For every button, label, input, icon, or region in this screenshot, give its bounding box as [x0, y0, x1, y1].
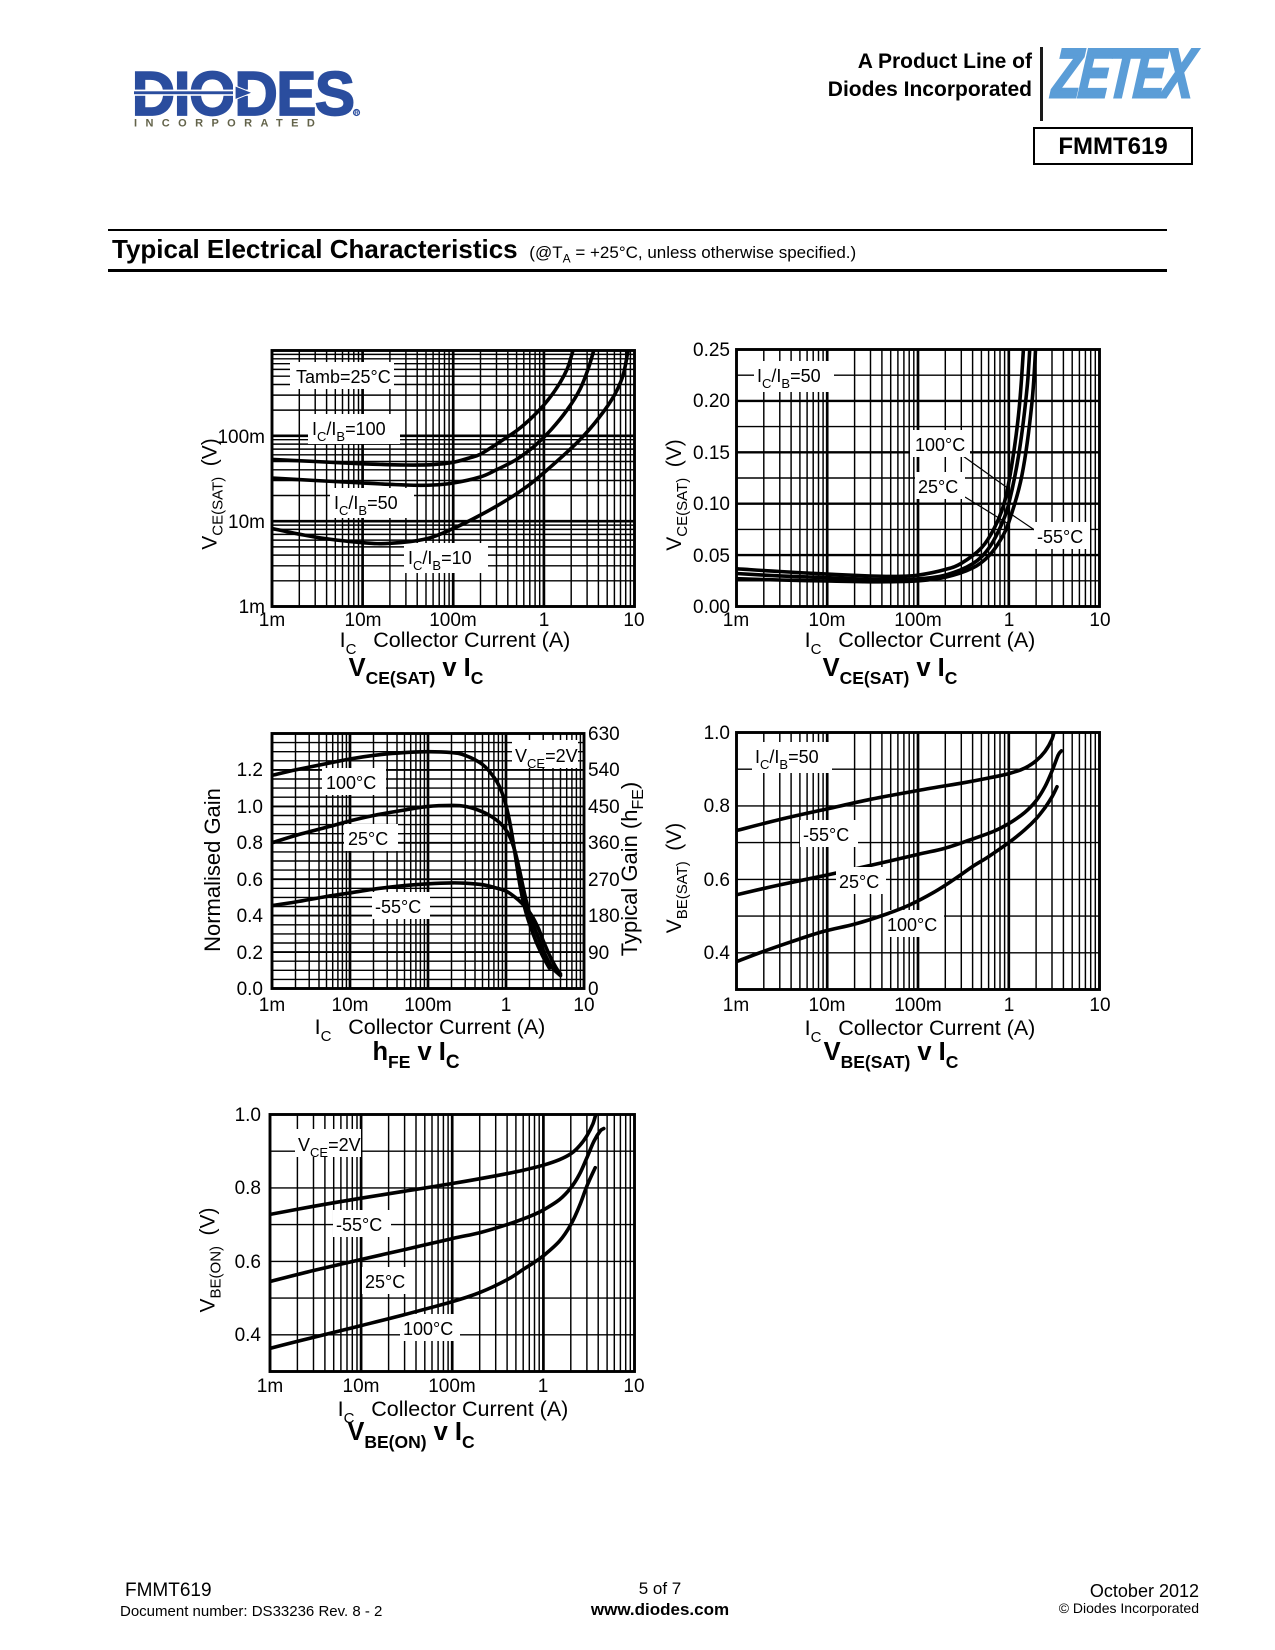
svg-text:VBE(ON) (V): VBE(ON) (V): [197, 1207, 225, 1312]
svg-text:0.00: 0.00: [693, 597, 730, 618]
svg-text:1: 1: [539, 610, 550, 631]
svg-text:0.6: 0.6: [704, 870, 730, 891]
svg-text:25°C: 25°C: [365, 1272, 405, 1292]
svg-text:10m: 10m: [332, 995, 369, 1016]
svg-text:1.0: 1.0: [235, 1105, 261, 1126]
svg-text:VCE(SAT) v IC: VCE(SAT) v IC: [349, 654, 484, 688]
svg-text:1m: 1m: [239, 597, 265, 618]
svg-text:10: 10: [623, 1376, 644, 1397]
svg-text:0.6: 0.6: [235, 1252, 261, 1273]
svg-text:0.20: 0.20: [693, 391, 730, 412]
svg-text:100°C: 100°C: [887, 915, 937, 935]
svg-text:90: 90: [588, 943, 609, 964]
svg-text:-55°C: -55°C: [1037, 527, 1083, 547]
svg-text:-55°C: -55°C: [803, 825, 849, 845]
svg-text:Typical Gain (hFE): Typical Gain (hFE): [617, 782, 647, 957]
svg-text:10: 10: [1089, 610, 1110, 631]
svg-text:0.0: 0.0: [237, 979, 263, 1000]
svg-text:25°C: 25°C: [918, 477, 958, 497]
svg-text:10m: 10m: [345, 610, 382, 631]
svg-text:1.0: 1.0: [237, 797, 263, 818]
svg-text:VBE(SAT) (V): VBE(SAT) (V): [663, 823, 691, 934]
svg-text:100m: 100m: [404, 995, 452, 1016]
svg-text:1: 1: [538, 1376, 549, 1397]
svg-text:-55°C: -55°C: [336, 1215, 382, 1235]
svg-text:25°C: 25°C: [839, 872, 879, 892]
svg-text:0.15: 0.15: [693, 443, 730, 464]
svg-text:10m: 10m: [809, 610, 846, 631]
svg-text:1.2: 1.2: [237, 760, 263, 781]
svg-text:0.6: 0.6: [237, 870, 263, 891]
svg-text:450: 450: [588, 797, 620, 818]
svg-text:100°C: 100°C: [326, 773, 376, 793]
svg-text:10m: 10m: [228, 512, 265, 533]
svg-text:1: 1: [1004, 995, 1015, 1016]
svg-text:VCE(SAT) v IC: VCE(SAT) v IC: [823, 654, 958, 688]
svg-text:0.8: 0.8: [235, 1178, 261, 1199]
svg-text:Tamb=25°C: Tamb=25°C: [296, 367, 391, 387]
svg-text:360: 360: [588, 833, 620, 854]
svg-text:100m: 100m: [429, 610, 477, 631]
svg-text:1m: 1m: [259, 610, 285, 631]
svg-text:100m: 100m: [217, 427, 265, 448]
svg-text:1: 1: [501, 995, 512, 1016]
svg-text:10m: 10m: [809, 995, 846, 1016]
svg-text:540: 540: [588, 760, 620, 781]
svg-text:0.4: 0.4: [704, 943, 731, 964]
svg-text:10m: 10m: [343, 1376, 380, 1397]
svg-text:270: 270: [588, 870, 620, 891]
svg-text:0.10: 0.10: [693, 494, 730, 515]
svg-text:100°C: 100°C: [915, 435, 965, 455]
svg-text:10: 10: [573, 995, 594, 1016]
svg-text:VCE(SAT) (V): VCE(SAT) (V): [199, 438, 227, 549]
svg-text:0.4: 0.4: [237, 906, 264, 927]
svg-text:Normalised Gain: Normalised Gain: [200, 788, 225, 952]
svg-text:180: 180: [588, 906, 620, 927]
svg-text:hFE v IC: hFE v IC: [372, 1038, 459, 1073]
svg-text:R: R: [354, 111, 359, 117]
svg-text:100m: 100m: [894, 995, 942, 1016]
svg-text:100m: 100m: [894, 610, 942, 631]
svg-text:0.25: 0.25: [693, 340, 730, 361]
svg-text:10: 10: [1089, 995, 1110, 1016]
svg-text:0.8: 0.8: [237, 833, 263, 854]
svg-text:1.0: 1.0: [704, 723, 730, 744]
svg-text:630: 630: [588, 724, 620, 745]
svg-text:VBE(ON) v IC: VBE(ON) v IC: [347, 1418, 475, 1452]
svg-text:25°C: 25°C: [348, 829, 388, 849]
svg-text:1m: 1m: [723, 610, 749, 631]
svg-text:10: 10: [623, 610, 644, 631]
svg-text:0.2: 0.2: [237, 943, 263, 964]
svg-text:100°C: 100°C: [403, 1319, 453, 1339]
svg-text:VCE(SAT) (V): VCE(SAT) (V): [663, 439, 691, 550]
svg-text:INCORPORATED: INCORPORATED: [134, 118, 323, 130]
svg-text:1: 1: [1004, 610, 1015, 631]
svg-text:0: 0: [588, 979, 599, 1000]
svg-text:1m: 1m: [723, 995, 749, 1016]
svg-text:0.4: 0.4: [235, 1325, 262, 1346]
svg-text:1m: 1m: [257, 1376, 283, 1397]
svg-text:VBE(SAT) v IC: VBE(SAT) v IC: [824, 1038, 959, 1072]
svg-text:-55°C: -55°C: [375, 897, 421, 917]
svg-text:IC/IB=50: IC/IB=50: [757, 366, 821, 391]
svg-text:100m: 100m: [428, 1376, 476, 1397]
svg-text:1m: 1m: [259, 995, 285, 1016]
svg-text:0.05: 0.05: [693, 546, 730, 567]
svg-text:0.8: 0.8: [704, 796, 730, 817]
